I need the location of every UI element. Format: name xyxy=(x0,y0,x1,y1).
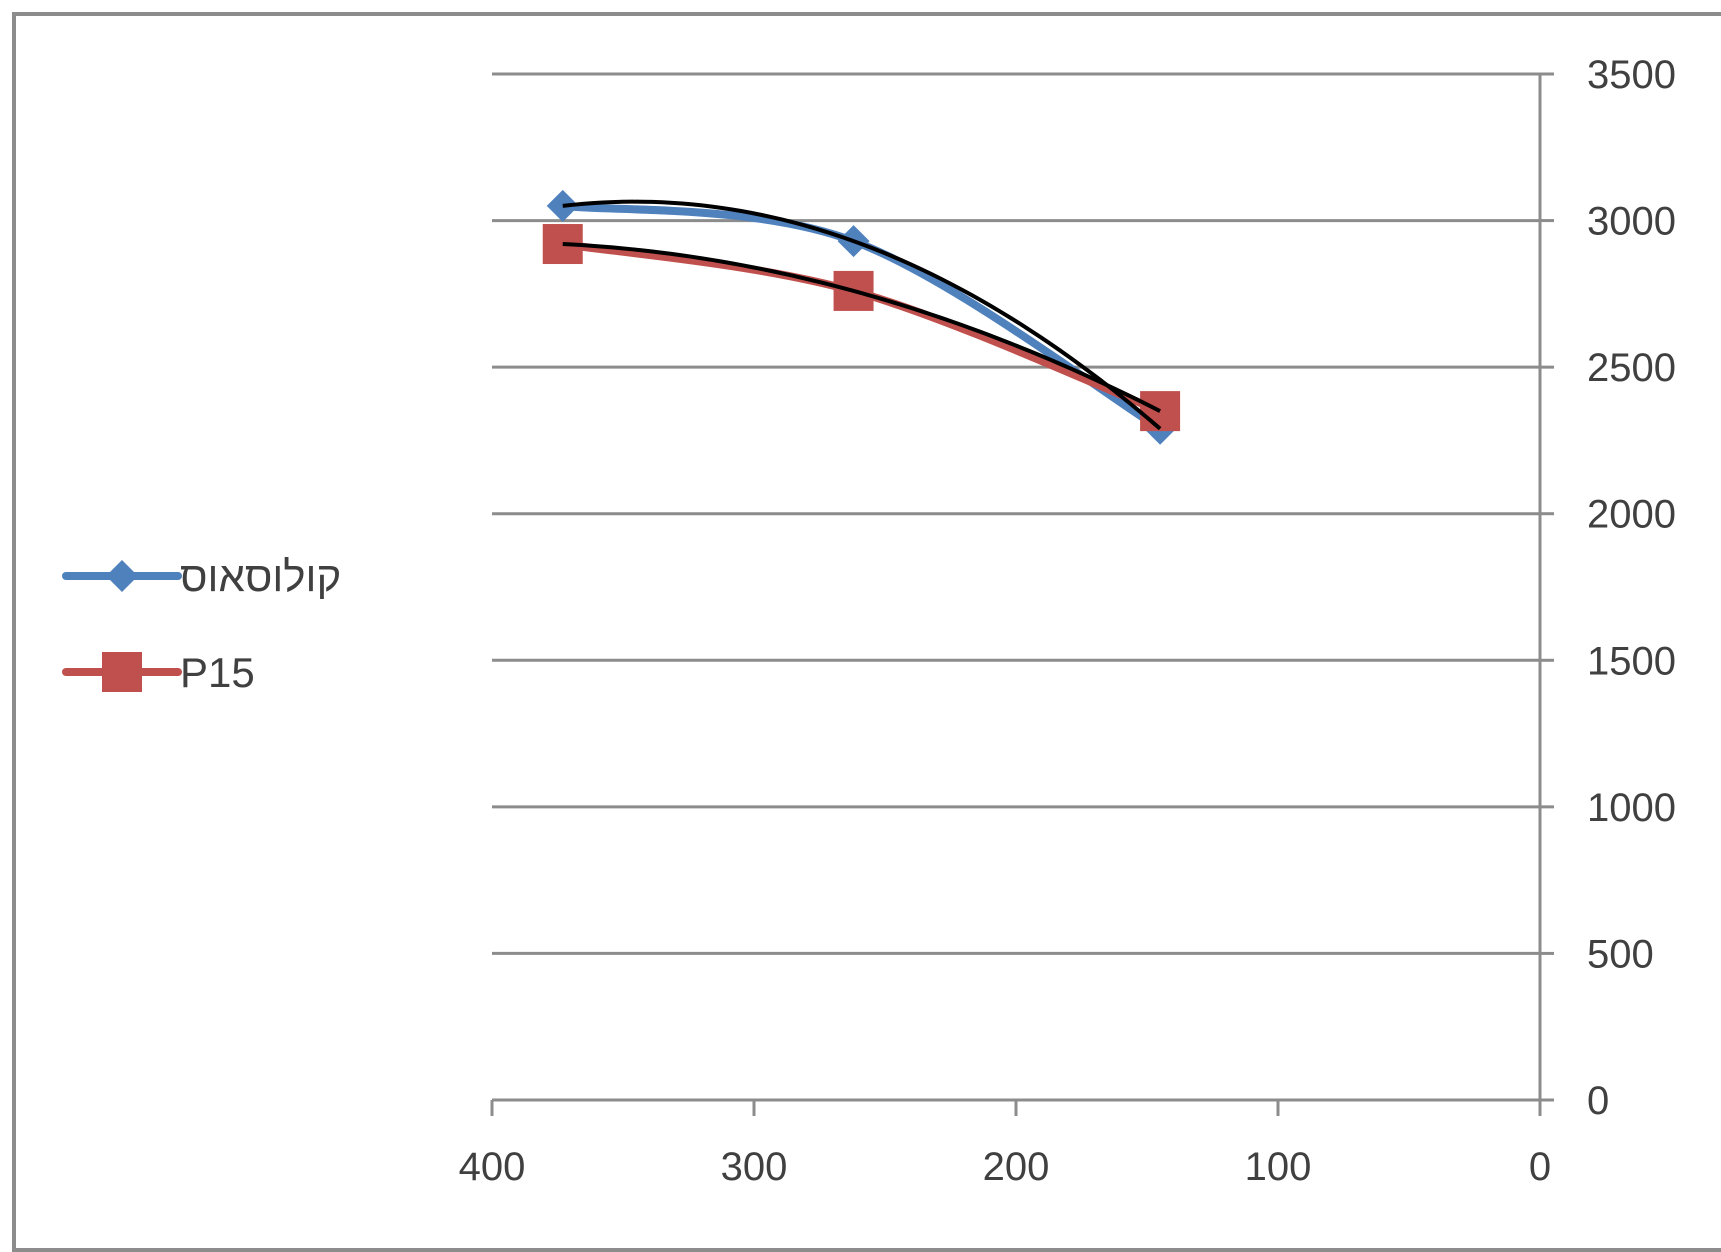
y-tick-label: 3000 xyxy=(1587,200,1676,244)
x-tick-label: 100 xyxy=(1245,1145,1312,1189)
legend-marker-icon xyxy=(102,652,142,692)
y-tick-label: 0 xyxy=(1587,1079,1609,1123)
series-line-2 xyxy=(558,240,1165,416)
y-tick-label: 500 xyxy=(1587,932,1654,976)
x-tick-label: 300 xyxy=(721,1145,788,1189)
y-tick-label: 1000 xyxy=(1587,786,1676,830)
x-tick-label: 0 xyxy=(1529,1145,1551,1189)
y-tick-label: 1500 xyxy=(1587,639,1676,683)
legend-item-1: קולוסאוס xyxy=(62,553,341,600)
trendline-2 xyxy=(562,242,1162,413)
legend-label: P15 xyxy=(180,649,255,696)
y-tick-label: 3500 xyxy=(1587,53,1676,97)
x-tick-label: 400 xyxy=(459,1145,526,1189)
legend-marker-icon xyxy=(106,560,138,592)
y-tick-label: 2000 xyxy=(1587,493,1676,537)
y-tick-label: 2500 xyxy=(1587,346,1676,390)
chart-area: 0 500 1000 1500 2000 2500 3000 3500 400 300 200 100… xyxy=(12,12,1721,1252)
trendline-1 xyxy=(562,199,1162,431)
legend-label: קולוסאוס xyxy=(180,553,341,600)
x-tick-label: 200 xyxy=(983,1145,1050,1189)
legend-item-2: P15 xyxy=(62,649,255,696)
